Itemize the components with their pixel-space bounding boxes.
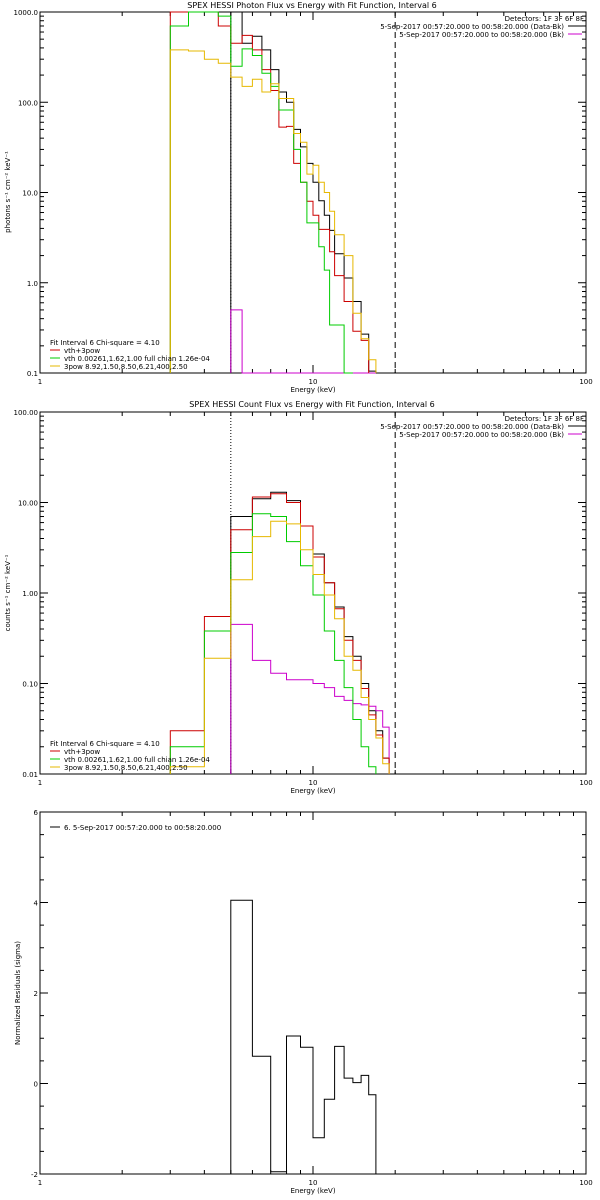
series-line-3 [169,513,377,774]
series-line-3 [169,11,353,374]
series-line-1 [230,623,390,774]
x-tick-label: 1 [38,1179,42,1187]
legend-entry: vth+3pow [64,347,100,355]
legend-entry: vth+3pow [64,748,100,756]
series-line-4 [169,520,390,774]
panel1-xlabel: Energy (keV) [290,386,335,394]
series-line-1 [230,309,376,374]
x-tick-label: 100 [579,779,592,787]
series-line-4 [169,49,377,373]
y-tick-label: 10.0 [22,190,38,198]
y-tick-label: -2 [31,1171,38,1179]
panel1-title: SPEX HESSI Photon Flux vs Energy with Fi… [187,1,437,10]
y-tick-label: 0.10 [22,681,38,689]
legend-entry: 5-Sep-2017 00:57:20.000 to 00:58:20.000 … [380,423,564,431]
y-tick-label: 100.0 [18,99,38,107]
series-line-0 [230,899,377,1174]
panel2-title: SPEX HESSI Count Flux vs Energy with Fit… [189,400,434,409]
x-tick-label: 10 [309,378,318,386]
y-tick-label: 6 [34,809,39,817]
series-line-0 [230,11,377,373]
x-tick-label: 1 [38,779,42,787]
panel-count-flux: SPEX HESSI Count Flux vs Energy with Fit… [4,400,593,795]
panel2-ylabel: counts s⁻¹ cm⁻² keV⁻¹ [4,554,12,631]
y-tick-label: 1.00 [22,590,38,598]
legend-entry: 6. 5-Sep-2017 00:57:20.000 to 00:58:20.0… [64,824,221,832]
panel2-xlabel: Energy (keV) [290,787,335,795]
y-tick-label: 100.00 [14,409,39,417]
x-tick-label: 10 [309,779,318,787]
series-line-0 [230,491,390,774]
series-line-2 [169,11,370,373]
legend-entry: 5-Sep-2017 00:57:20.000 to 00:58:20.000 … [380,23,564,31]
series-line-2 [169,493,390,774]
y-tick-label: 10.00 [18,500,38,508]
y-tick-label: 2 [34,990,38,998]
y-tick-label: 0.01 [22,771,38,779]
panel-residuals: Energy (keV) Normalized Residuals (sigma… [14,809,593,1195]
panel1-frame [39,11,587,374]
legend-entry: Detectors: 1F 3F 6F 8F [505,415,584,423]
legend-entry: Fit Interval 6 Chi-square = 4.10 [50,339,160,347]
y-tick-label: 4 [34,900,39,908]
panel-photon-flux: SPEX HESSI Photon Flux vs Energy with Fi… [4,1,593,394]
y-tick-label: 1000.0 [14,9,39,17]
legend-entry: 5-Sep-2017 00:57:20.000 to 00:58:20.000 … [399,431,564,439]
legend-entry: 5-Sep-2017 00:57:20.000 to 00:58:20.000 … [399,31,564,39]
x-tick-label: 1 [38,378,42,386]
legend-entry: vth 0.00261,1.62,1.00 full chian 1.26e-0… [64,355,210,363]
legend-entry: vth 0.00261,1.62,1.00 full chian 1.26e-0… [64,756,210,764]
panel3-xlabel: Energy (keV) [290,1187,335,1195]
legend-entry: Detectors: 1F 3F 6F 8F [505,15,584,23]
x-tick-label: 100 [579,378,592,386]
panel3-ylabel: Normalized Residuals (sigma) [14,941,22,1045]
legend-entry: 3pow 8.92,1.50,8.50,6.21,400,2.50 [64,363,188,371]
legend-entry: 3pow 8.92,1.50,8.50,6.21,400,2.50 [64,764,188,772]
x-tick-label: 100 [579,1179,592,1187]
y-tick-label: 0.1 [27,370,38,378]
x-tick-label: 10 [309,1179,318,1187]
panel1-ylabel: photons s⁻¹ cm⁻² keV⁻¹ [4,151,12,233]
y-tick-label: 1.0 [27,280,38,288]
y-tick-label: 0 [34,1081,38,1089]
legend-entry: Fit Interval 6 Chi-square = 4.10 [50,740,160,748]
